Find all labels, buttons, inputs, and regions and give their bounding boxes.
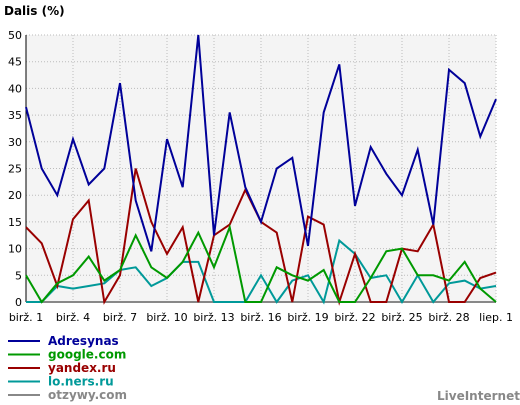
y-tick-label: 0: [15, 296, 22, 309]
x-tick-label: birž. 19: [287, 311, 328, 324]
y-tick-label: 40: [8, 82, 22, 95]
y-tick-label: 50: [8, 29, 22, 42]
y-tick-label: 30: [8, 136, 22, 149]
x-tick-label: birž. 1: [9, 311, 43, 324]
y-tick-label: 15: [8, 216, 22, 229]
legend-label: otzywy.com: [48, 388, 127, 402]
series-lines: [25, 34, 497, 306]
x-tick-label: birž. 13: [193, 311, 234, 324]
x-tick-label: liep. 1: [479, 311, 513, 324]
watermark: LiveInternet: [437, 389, 520, 403]
x-tick-label: birž. 16: [240, 311, 281, 324]
y-tick-label: 10: [8, 243, 22, 256]
y-tick-label: 5: [15, 269, 22, 282]
y-tick-label: 35: [8, 109, 22, 122]
x-tick-label: birž. 22: [334, 311, 375, 324]
x-tick-label: birž. 28: [428, 311, 469, 324]
legend-label: lo.ners.ru: [48, 375, 114, 389]
legend-label: google.com: [48, 348, 126, 362]
y-axis-label: Dalis (%): [4, 4, 65, 18]
series-line-google-com: [25, 223, 497, 304]
y-tick-label: 20: [8, 189, 22, 202]
x-tick-label: birž. 25: [381, 311, 422, 324]
legend: Adresynasgoogle.comyandex.rulo.ners.ruot…: [8, 334, 127, 402]
legend-label: Adresynas: [48, 334, 119, 348]
y-tick-label: 25: [8, 163, 22, 176]
legend-label: yandex.ru: [48, 361, 116, 375]
x-tick-label: birž. 10: [146, 311, 187, 324]
x-tick-label: birž. 4: [56, 311, 90, 324]
series-line-adresynas: [25, 34, 497, 252]
x-tick-label: birž. 7: [103, 311, 137, 324]
y-tick-label: 45: [8, 56, 22, 69]
